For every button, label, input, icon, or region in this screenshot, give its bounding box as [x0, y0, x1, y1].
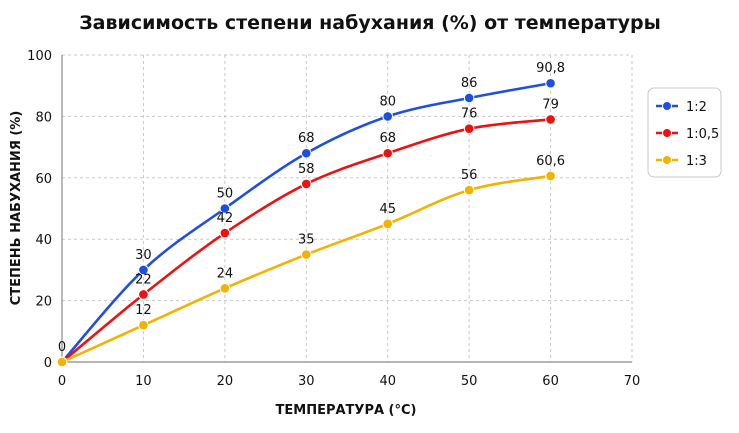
axes	[61, 55, 632, 363]
data-label-1-2: 0	[58, 340, 66, 355]
series-line-1-3	[61, 174, 551, 364]
legend-marker	[662, 101, 672, 111]
data-label-1-2: 68	[298, 131, 315, 146]
data-label-1-2: 80	[379, 94, 396, 109]
data-label-1-3: 60,6	[536, 154, 565, 169]
legend-label: 1:2	[686, 100, 707, 115]
data-point-1-0-5	[545, 114, 556, 125]
data-point-1-3	[219, 283, 231, 294]
data-point-1-3	[138, 319, 149, 331]
data-label-1-2: 50	[217, 187, 234, 202]
data-point-1-2	[300, 147, 312, 159]
x-tick-label: 50	[461, 374, 478, 389]
legend-item-1-0-5: 1:0,5	[656, 127, 719, 142]
y-tick-label: 100	[27, 49, 52, 64]
data-label-1-3: 56	[461, 168, 478, 183]
y-axis-title: СТЕПЕНЬ НАБУХАНИЯ (%)	[9, 111, 24, 306]
series	[56, 77, 556, 368]
data-point-1-3	[545, 170, 556, 182]
x-tick-label: 70	[624, 374, 641, 389]
data-label-1-3: 12	[135, 303, 152, 318]
data-point-1-3	[382, 218, 394, 230]
data-label-1-2: 86	[461, 76, 478, 91]
data-point-1-3	[463, 184, 475, 196]
data-point-1-2	[138, 264, 149, 276]
data-point-1-3	[300, 249, 312, 260]
data-label-1-0-5: 68	[379, 131, 396, 146]
data-point-1-2	[463, 92, 475, 104]
data-point-1-0-5	[219, 227, 231, 239]
data-label-1-0-5: 22	[135, 272, 152, 287]
data-point-1-2	[545, 77, 556, 89]
data-label-1-0-5: 42	[217, 211, 234, 226]
data-label-1-3: 45	[379, 202, 396, 217]
data-point-1-2	[382, 111, 394, 122]
data-label-1-2: 30	[135, 248, 152, 263]
legend-item-1-3: 1:3	[656, 154, 707, 169]
x-tick-label: 30	[298, 374, 315, 389]
x-tick-label: 20	[217, 374, 234, 389]
chart-title: Зависимость степени набухания (%) от тем…	[79, 12, 661, 34]
data-label-1-0-5: 79	[542, 97, 559, 112]
data-point-1-3	[56, 356, 68, 368]
data-labels: 0 30 50 68 80 86 90,8 22 42 58 68 76 79 12 24 35 45 56 60,…	[58, 61, 565, 355]
y-tick-label: 20	[35, 295, 52, 310]
data-point-1-2	[219, 203, 231, 214]
legend-items: 1:2 1:0,5 1:3	[656, 100, 719, 169]
x-tick-label: 10	[135, 374, 152, 389]
data-point-1-0-5	[382, 147, 394, 159]
data-point-1-0-5	[300, 178, 312, 190]
y-tick-label: 60	[35, 172, 52, 187]
data-point-1-0-5	[463, 123, 475, 134]
data-label-1-0-5: 58	[298, 162, 315, 177]
legend-label: 1:3	[686, 154, 707, 169]
data-label-1-3: 35	[298, 233, 315, 248]
x-tick-label: 0	[58, 374, 66, 389]
data-label-1-0-5: 76	[461, 107, 478, 122]
legend: 1:2 1:0,5 1:3	[647, 87, 722, 178]
y-tick-label: 40	[35, 233, 52, 248]
x-axis-title: ТЕМПЕРАТУРА (°C)	[276, 403, 417, 418]
y-tick-label: 0	[44, 356, 52, 371]
x-tick-label: 40	[379, 374, 396, 389]
legend-label: 1:0,5	[686, 127, 719, 142]
tick-labels: 0 20 40 60 80 100 0 10 20 30 40 50 60 70	[27, 49, 640, 389]
data-label-1-3: 24	[217, 266, 234, 281]
legend-marker	[662, 155, 672, 165]
y-tick-label: 80	[35, 110, 52, 125]
data-point-1-0-5	[138, 289, 149, 300]
legend-marker	[662, 128, 672, 138]
legend-item-1-2: 1:2	[656, 100, 707, 115]
x-tick-label: 60	[542, 374, 559, 389]
data-label-1-2: 90,8	[536, 61, 565, 76]
